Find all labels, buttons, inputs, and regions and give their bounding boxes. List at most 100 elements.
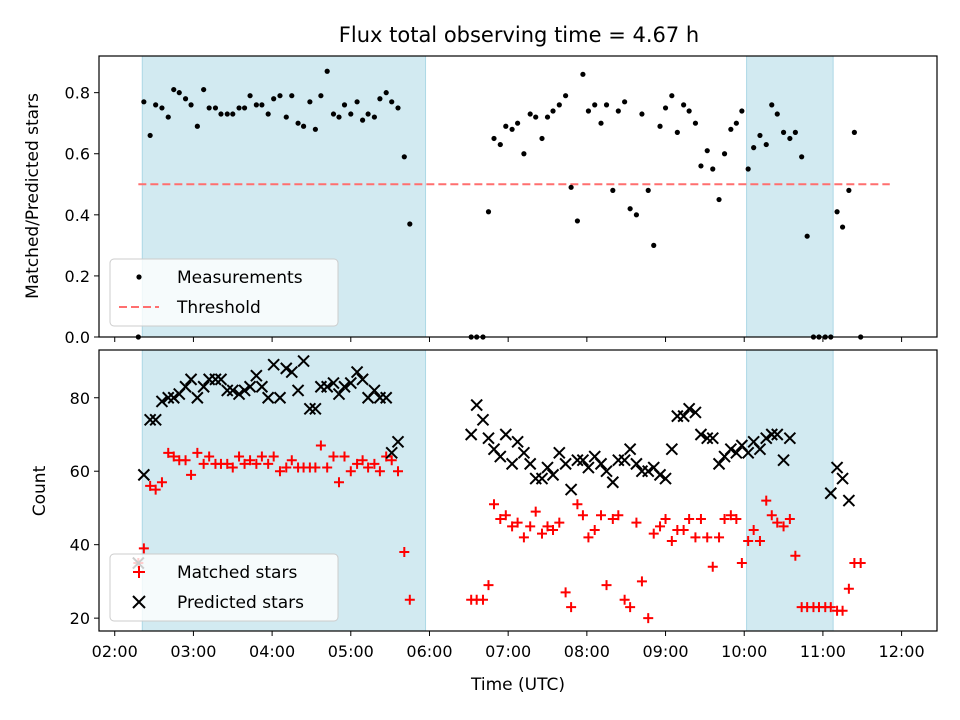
matched-stars-point [192,447,203,458]
predicted-stars-point [226,384,239,397]
measurement-point [710,166,716,172]
predicted-stars-point [535,472,549,485]
measurement-point [757,132,763,139]
measurement-point [497,141,503,148]
x-tick-label: 02:00 [92,642,138,661]
x-tick-label: 05:00 [328,642,374,661]
measurement-point [159,105,165,111]
measurement-point [230,111,236,117]
matched-stars-point [163,447,174,458]
matched-stars-point [525,521,536,532]
measurement-point [330,111,337,117]
predicted-stars-point [280,362,293,375]
matched-stars-point [719,513,730,524]
matched-stars-point [707,561,718,572]
measurement-point [247,93,253,99]
legend-predicted-label: Predicted stars [177,593,304,613]
matched-stars-point [374,466,385,477]
y-tick-label: 0.2 [65,267,90,286]
predicted-stars-point [606,476,620,489]
legend-threshold-label: Threshold [176,298,261,318]
shaded-interval [746,55,834,338]
measurement-point [283,114,289,120]
matched-stars-point [393,466,404,477]
predicted-stars-point [741,446,755,460]
predicted-stars-point [694,428,708,441]
predicted-stars-point [499,428,513,441]
predicted-stars-point [630,457,643,471]
top-chart: 0.00.20.40.60.8 Matched/Predicted stars … [23,55,938,347]
measurement-point [377,96,383,102]
matched-stars-point [542,521,553,532]
predicted-stars-point [167,391,180,404]
predicted-stars-point [724,442,738,456]
measurement-point [194,123,200,129]
matched-stars-point [274,466,285,477]
matched-stars-point [198,458,209,469]
matched-stars-point [239,458,250,469]
measurement-point [515,120,521,126]
x-axis-label: Time (UTC) [470,675,565,695]
matched-stars-point [156,477,167,488]
predicted-stars-point [623,442,637,456]
predicted-stars-point [214,373,228,386]
measurement-point [236,105,242,111]
measurement-point [289,93,295,99]
predicted-stars-point [836,472,849,485]
matched-stars-point [315,440,326,451]
measurement-point [365,111,371,117]
predicted-stars-point [464,428,478,441]
matched-stars-point [256,451,267,462]
measurement-point [721,151,728,157]
matched-stars-point [548,524,559,535]
measurement-point [212,105,219,111]
shaded-interval [746,349,834,632]
measurement-point [804,233,810,239]
predicted-stars-point [760,431,773,445]
matched-stars-point [784,513,795,524]
y-tick-label: 80 [70,389,90,408]
bottom-legend: Matched stars Predicted stars [109,553,339,622]
matched-stars-point [678,524,689,535]
measurement-point [312,126,318,132]
measurement-point [491,135,497,142]
predicted-stars-point [385,446,398,460]
y-tick-label: 40 [70,536,90,555]
predicted-stars-point [564,483,578,496]
matched-stars-point [251,458,262,469]
measurement-point [580,71,586,77]
measurement-point [307,99,313,105]
predicted-stars-point [783,431,797,445]
predicted-stars-point [505,457,519,471]
matched-stars-point [150,484,161,495]
measurement-point [182,96,189,102]
matched-stars-point [477,594,488,605]
predicted-stars-point [191,391,204,404]
measurement-point [598,120,604,126]
matched-stars-point [168,451,179,462]
measurement-point [241,105,248,111]
figure-title: Flux total observing time = 4.67 h [339,23,699,47]
matched-stars-point [186,469,197,480]
predicted-stars-point [232,387,246,401]
predicted-stars-point [842,494,856,507]
predicted-stars-point [682,402,696,415]
measurement-point [704,148,710,154]
predicted-stars-point [243,380,257,393]
predicted-stars-point [576,453,590,467]
predicted-stars-point [356,373,369,386]
predicted-stars-point [250,369,263,382]
measurement-point [371,114,377,120]
predicted-stars-point [659,472,672,485]
x-tick-label: 08:00 [564,642,610,661]
measurement-point [171,86,177,93]
measurement-point [574,218,581,224]
predicted-stars-point [179,380,192,393]
predicted-stars-point [824,487,837,500]
matched-stars-point [619,594,630,605]
measurement-point [341,102,348,108]
measurement-point [651,242,657,248]
matched-stars-point [660,513,671,524]
predicted-stars-point [309,402,322,415]
measurement-point [622,99,628,105]
